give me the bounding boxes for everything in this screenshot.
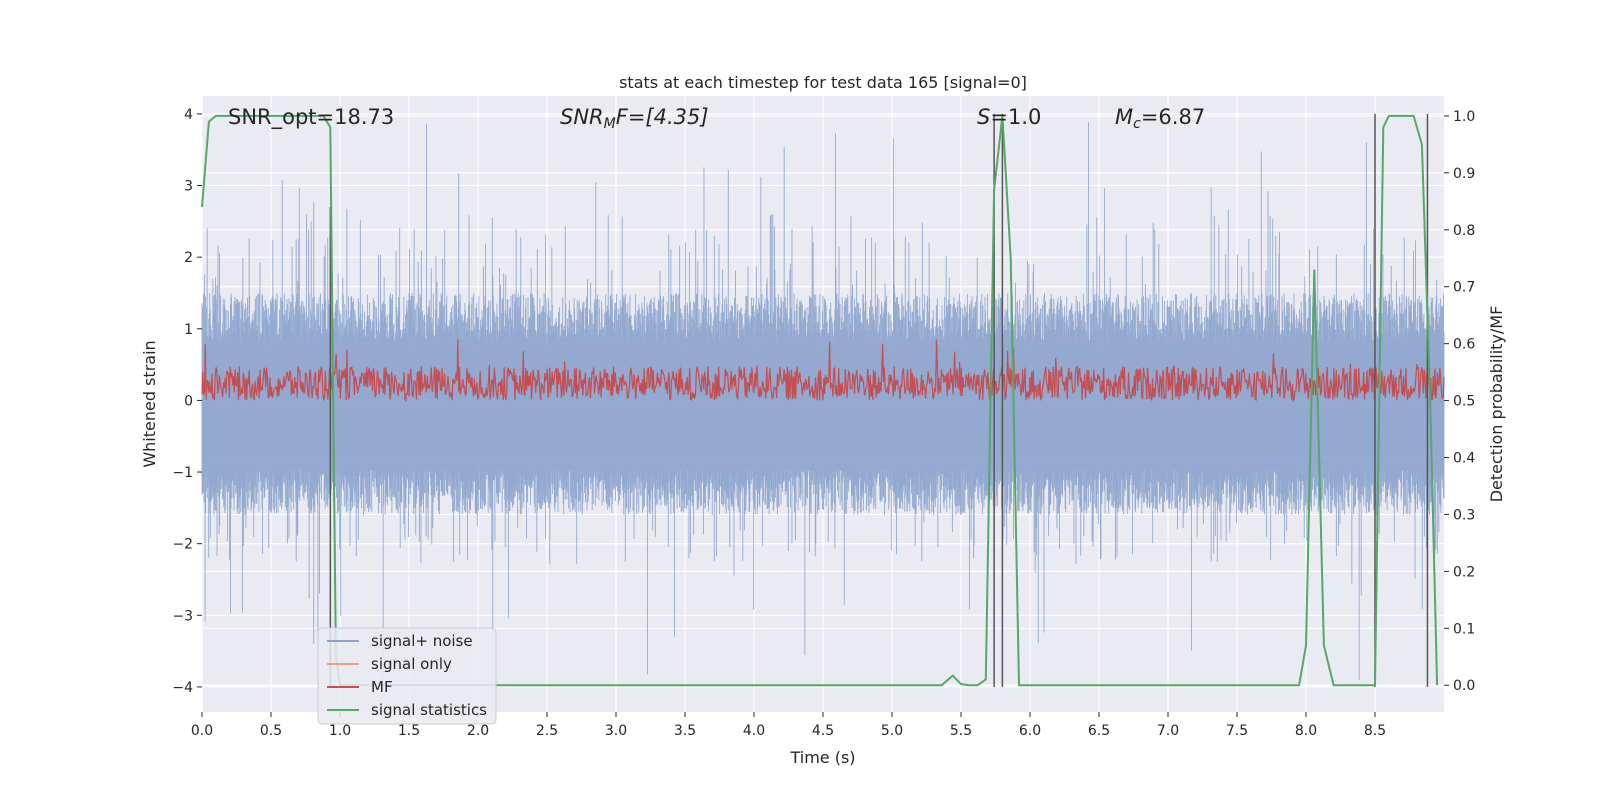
legend-box bbox=[317, 627, 497, 725]
y-axis-label: Whitened strain bbox=[140, 340, 159, 467]
annotation-mc: Mc=6.87 bbox=[1115, 105, 1205, 132]
y-tick-label: −1 bbox=[172, 465, 193, 481]
snr-mf-label: SNR bbox=[560, 105, 604, 129]
y-tick-label: 2 bbox=[184, 250, 193, 266]
x-tick-label: 2.0 bbox=[467, 723, 489, 739]
x-tick-labels: 0.0 0.5 1.0 1.5 2.0 2.5 3.0 3.5 4.0 4.5 5.0 5.5 6.0 6… bbox=[191, 712, 1386, 739]
y-tick-label: −4 bbox=[172, 680, 193, 696]
y2-tick-label: 0.8 bbox=[1453, 223, 1475, 239]
mc-label: M bbox=[1115, 105, 1133, 129]
snr-mf-rest-f: F=[4.35] bbox=[616, 105, 709, 129]
x-tick-label: 0.5 bbox=[260, 723, 282, 739]
mf-series bbox=[201, 339, 1445, 403]
x-tick-label: 1.0 bbox=[329, 723, 351, 739]
y-tick-label: −3 bbox=[172, 608, 193, 624]
annotation-s: S=1.0 bbox=[977, 105, 1041, 129]
chart-title: stats at each timestep for test data 165… bbox=[619, 73, 1027, 92]
snr-mf-sub: M bbox=[604, 116, 616, 132]
x-tick-label: 7.0 bbox=[1157, 723, 1179, 739]
y2-tick-label: 1.0 bbox=[1453, 109, 1475, 125]
x-tick-label: 6.0 bbox=[1019, 723, 1041, 739]
x-tick-label: 7.5 bbox=[1226, 723, 1248, 739]
signal-statistics-line bbox=[201, 114, 1439, 687]
legend-label-statistics: signal statistics bbox=[371, 701, 487, 719]
legend-label-signal-only: signal only bbox=[371, 655, 452, 673]
y2-tick-label: 0.7 bbox=[1453, 280, 1475, 296]
y2-tick-label: 0.4 bbox=[1453, 451, 1475, 467]
y-tick-label: 1 bbox=[184, 322, 193, 338]
annotation-snr-mf: SNRMF=[4.35] bbox=[560, 105, 709, 132]
y-tick-label: −2 bbox=[172, 537, 193, 553]
y2-tick-label: 0.6 bbox=[1453, 337, 1475, 353]
s-label: S bbox=[977, 105, 990, 129]
y-tick-labels: 4 3 2 1 0 −1 −2 −3 −4 bbox=[172, 107, 202, 696]
y-tick-label: 4 bbox=[184, 107, 193, 123]
x-tick-label: 3.0 bbox=[605, 723, 627, 739]
x-axis-label: Time (s) bbox=[789, 748, 855, 767]
y2-tick-label: 0.5 bbox=[1453, 394, 1475, 410]
x-tick-label: 8.5 bbox=[1364, 723, 1386, 739]
signal-noise-series bbox=[201, 122, 1445, 680]
legend-label-mf: MF bbox=[371, 678, 393, 696]
y-tick-label: 0 bbox=[184, 393, 193, 409]
y2-tick-label: 0.1 bbox=[1453, 621, 1475, 637]
mf-line bbox=[201, 339, 1445, 403]
x-tick-label: 5.0 bbox=[881, 723, 903, 739]
legend-label-noise: signal+ noise bbox=[371, 632, 473, 650]
y-tick-label: 3 bbox=[184, 179, 193, 195]
x-tick-label: 8.0 bbox=[1295, 723, 1317, 739]
y2-tick-label: 0.9 bbox=[1453, 166, 1475, 182]
x-tick-label: 4.5 bbox=[812, 723, 834, 739]
x-tick-label: 1.5 bbox=[398, 723, 420, 739]
signal-noise-line bbox=[201, 122, 1445, 680]
signal-statistics-series bbox=[201, 114, 1439, 687]
annotation-snr-opt: SNR_opt=18.73 bbox=[228, 105, 394, 130]
x-tick-label: 3.5 bbox=[674, 723, 696, 739]
y2-tick-label: 0.0 bbox=[1453, 678, 1475, 694]
legend: signal+ noise signal only MF signal stat… bbox=[317, 627, 497, 725]
mc-rest: =6.87 bbox=[1141, 105, 1205, 129]
x-tick-label: 2.5 bbox=[536, 723, 558, 739]
y2-axis-label: Detection probability/MF bbox=[1487, 306, 1506, 503]
x-tick-label: 6.5 bbox=[1088, 723, 1110, 739]
x-tick-label: 5.5 bbox=[950, 723, 972, 739]
mc-sub: c bbox=[1133, 116, 1141, 132]
y2-tick-labels: 1.0 0.9 0.8 0.7 0.6 0.5 0.4 0.3 0.2 0.1 0.0 bbox=[1444, 109, 1475, 694]
s-rest: =1.0 bbox=[990, 105, 1041, 129]
x-tick-label: 4.0 bbox=[743, 723, 765, 739]
x-tick-label: 0.0 bbox=[191, 723, 213, 739]
y2-tick-label: 0.2 bbox=[1453, 564, 1475, 580]
y2-tick-label: 0.3 bbox=[1453, 507, 1475, 523]
